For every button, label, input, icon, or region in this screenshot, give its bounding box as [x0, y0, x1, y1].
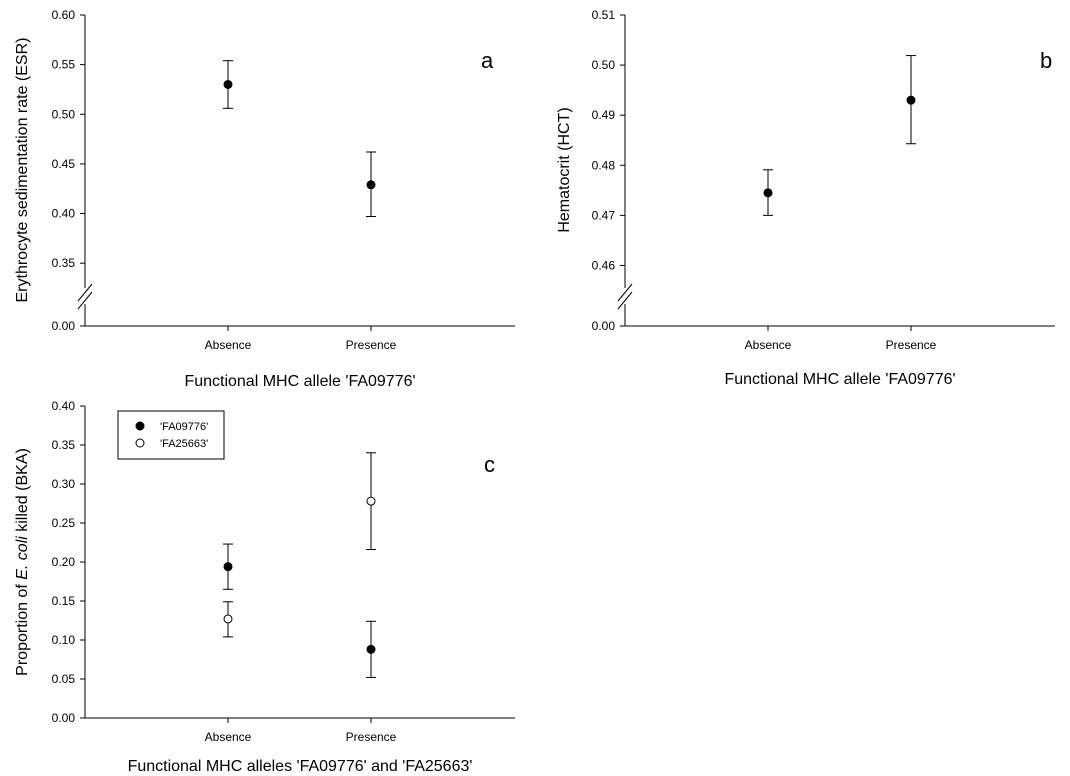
axis-break-mark	[617, 291, 633, 310]
y-axis-title-italic: E. coli	[14, 536, 31, 580]
x-tick-label-absence: Absence	[745, 338, 792, 352]
x-tick-label-presence: Presence	[346, 730, 397, 744]
data-point-filled	[763, 188, 773, 198]
y-tick-label: 0.55	[52, 58, 76, 72]
y-tick-label: 0.60	[52, 8, 76, 22]
data-point-filled	[366, 180, 376, 190]
y-tick-label: 0.50	[52, 107, 76, 121]
data-point-open	[366, 496, 376, 506]
y-tick-label: 0.05	[52, 672, 76, 686]
data-marks	[223, 452, 376, 678]
legend-label-fa25663: 'FA25663'	[160, 438, 208, 450]
data-point-open	[223, 614, 233, 624]
x-tick-label-presence: Presence	[346, 338, 397, 352]
y-axis-title: Erythrocyte sedimentation rate (ESR)	[14, 38, 31, 303]
y-axis-title: Proportion of E. coli killed (BKA)	[14, 448, 31, 676]
data-point-filled	[223, 562, 233, 572]
y-axis-ticks: 0.46 0.47 0.48 0.49 0.50 0.51	[592, 8, 625, 272]
y-tick-label: 0.30	[52, 477, 76, 491]
x-tick-label-presence: Presence	[886, 338, 937, 352]
data-point-filled	[366, 644, 376, 654]
panel-a: 0.35 0.40 0.45 0.50 0.55 0.60 0.00 Absence Pr…	[14, 8, 515, 390]
x-tick-label-absence: Absence	[205, 730, 252, 744]
y-tick-label: 0.51	[592, 8, 616, 22]
y-tick-label: 0.49	[592, 108, 616, 122]
y-tick-label: 0.48	[592, 158, 616, 172]
y-tick-label: 0.46	[592, 258, 616, 272]
legend-box	[117, 410, 225, 460]
y-axis-ticks: 0.35 0.40 0.45 0.50 0.55 0.60	[52, 8, 85, 270]
y-tick-label: 0.40	[52, 399, 76, 413]
y-tick-label: 0.35	[52, 438, 76, 452]
panel-label: c	[484, 452, 495, 477]
y-tick-label: 0.45	[52, 157, 76, 171]
data-point-filled	[906, 95, 916, 105]
y-tick-label: 0.10	[52, 633, 76, 647]
axis-break-mark	[77, 291, 93, 310]
axes: Absence Presence	[84, 406, 515, 744]
legend-marker-filled	[135, 421, 145, 431]
y-tick-label-zero: 0.00	[52, 319, 76, 333]
panel-b: 0.46 0.47 0.48 0.49 0.50 0.51 0.00 Absence Pr…	[556, 8, 1055, 388]
y-axis-title-part: killed (BKA)	[14, 448, 31, 536]
y-tick-label: 0.20	[52, 555, 76, 569]
axes: 0.00 Absence Presence	[592, 15, 1055, 352]
y-axis-title-part: Proportion of	[14, 580, 31, 676]
data-point-filled	[223, 79, 233, 89]
axes: 0.00 Absence Presence	[52, 15, 515, 352]
x-axis-title: Functional MHC alleles 'FA09776' and 'FA…	[128, 758, 473, 775]
panel-label: b	[1040, 48, 1052, 73]
x-axis-title: Functional MHC allele 'FA09776'	[724, 371, 955, 388]
data-marks	[223, 60, 376, 218]
axis-break-mark	[617, 283, 633, 302]
legend-label-fa09776: 'FA09776'	[160, 421, 208, 433]
axis-break-mark	[77, 283, 93, 302]
y-tick-label: 0.47	[592, 208, 616, 222]
y-tick-label-zero: 0.00	[592, 319, 616, 333]
panel-label: a	[481, 48, 494, 73]
y-tick-label: 0.50	[592, 58, 616, 72]
x-axis-title: Functional MHC allele 'FA09776'	[184, 373, 415, 390]
y-axis-ticks: 0.00 0.05 0.10 0.15 0.20 0.25 0.30 0.35 0.40	[52, 399, 85, 725]
x-tick-label-absence: Absence	[205, 338, 252, 352]
data-marks	[763, 55, 916, 216]
y-tick-label: 0.25	[52, 516, 76, 530]
panel-c: 0.00 0.05 0.10 0.15 0.20 0.25 0.30 0.35 0.40 Abs…	[14, 399, 515, 775]
y-tick-label: 0.00	[52, 711, 76, 725]
y-tick-label: 0.40	[52, 207, 76, 221]
y-axis-title: Hematocrit (HCT)	[556, 107, 573, 232]
legend-marker-open	[135, 438, 145, 448]
y-tick-label: 0.15	[52, 594, 76, 608]
y-tick-label: 0.35	[52, 256, 76, 270]
legend: 'FA09776' 'FA25663'	[117, 410, 225, 460]
